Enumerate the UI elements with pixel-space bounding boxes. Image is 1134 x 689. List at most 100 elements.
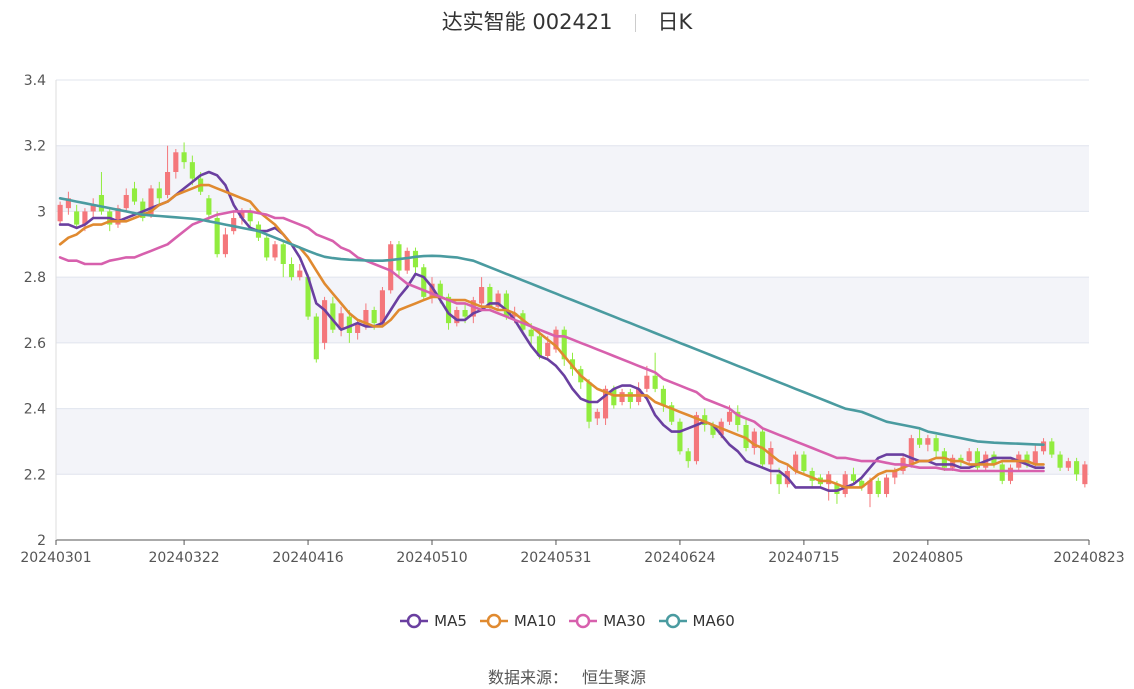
candle-body — [264, 237, 270, 258]
candle-body — [776, 474, 782, 485]
candle-body — [702, 415, 708, 425]
candle-body — [1082, 464, 1088, 485]
candle-body — [148, 188, 154, 215]
candle-body — [958, 457, 964, 462]
candle-body — [82, 211, 88, 225]
candle-body — [834, 484, 840, 494]
candle-body — [660, 388, 666, 406]
candle-body — [602, 388, 609, 419]
candle-body — [1032, 451, 1038, 465]
candle-body — [239, 211, 245, 218]
candle-body — [355, 323, 361, 333]
candle-body — [1065, 461, 1071, 468]
candle-body — [429, 283, 435, 297]
candle-body — [677, 421, 683, 452]
candle-body — [338, 313, 344, 330]
candle-body — [297, 270, 303, 278]
candle-body — [1049, 441, 1055, 455]
x-tick-label: 20240715 — [768, 550, 839, 566]
x-tick-label: 20240301 — [20, 550, 91, 566]
candle-body — [305, 277, 311, 317]
candle-body — [867, 480, 873, 494]
candle-body — [917, 438, 923, 445]
candle-body — [743, 425, 749, 448]
candle-body — [371, 310, 377, 324]
candle-body — [231, 218, 237, 232]
x-tick-label: 20240531 — [520, 550, 591, 566]
candle-body — [98, 195, 105, 212]
candle-body — [288, 264, 295, 278]
y-tick-label: 2 — [37, 533, 46, 549]
chart-period: 日K — [657, 10, 693, 34]
candle-body — [495, 293, 501, 307]
candle-body — [925, 438, 931, 445]
candle-body — [322, 300, 328, 343]
candle-body — [346, 316, 352, 333]
grid-band — [56, 145, 1089, 212]
chart-header: 达实智能 002421 日K — [0, 6, 1134, 36]
candle-body — [445, 296, 452, 324]
legend-item-ma5[interactable]: MA5 — [399, 612, 467, 630]
candle-body — [941, 451, 947, 468]
candle-body — [685, 451, 691, 462]
y-tick-label: 3.2 — [24, 139, 46, 155]
candle-body — [57, 204, 63, 222]
candle-body — [181, 152, 187, 163]
chart-title: 达实智能 002421 — [441, 10, 613, 34]
candle-body — [156, 188, 162, 199]
candle-body — [859, 480, 865, 488]
candle-body — [892, 471, 898, 478]
candle-body — [1040, 441, 1047, 452]
candle-body — [611, 388, 617, 406]
candle-body — [247, 211, 253, 222]
candle-body — [710, 425, 716, 435]
candle-body — [693, 415, 700, 462]
candle-body — [470, 300, 476, 317]
candle-body — [735, 411, 741, 425]
series-line-ma30 — [58, 210, 1045, 473]
candle-body — [751, 431, 757, 448]
candle-body — [90, 204, 96, 212]
candle-body — [330, 303, 336, 330]
candle-body — [280, 244, 286, 264]
candle-body — [421, 267, 427, 297]
legend-marker-icon — [569, 613, 598, 629]
candle-body — [627, 392, 633, 402]
x-tick-label: 20240805 — [892, 550, 963, 566]
legend-item-ma10[interactable]: MA10 — [479, 612, 556, 630]
y-tick-label: 2.2 — [24, 467, 46, 483]
candle-body — [140, 201, 146, 218]
candle-body — [561, 329, 567, 360]
candle-body — [991, 454, 997, 465]
x-tick-label: 20240510 — [396, 550, 467, 566]
legend-item-ma30[interactable]: MA30 — [568, 612, 646, 630]
candle-body — [74, 211, 80, 225]
candle-body — [65, 198, 71, 209]
legend-item-ma60[interactable]: MA60 — [658, 612, 735, 630]
candle-body — [826, 474, 832, 485]
candle-body — [412, 250, 419, 268]
candle-body — [173, 152, 179, 172]
candle-body — [801, 454, 807, 471]
candle-body — [396, 244, 402, 271]
candle-body — [644, 375, 650, 389]
candle-body — [619, 392, 625, 402]
candle-body — [536, 336, 543, 356]
legend-label: MA5 — [434, 612, 467, 630]
y-tick-label: 3.4 — [24, 73, 46, 89]
y-tick-label: 2.8 — [24, 270, 46, 286]
candle-body — [363, 310, 369, 327]
source-label: 数据来源： — [487, 668, 568, 687]
series-line-ma5 — [58, 170, 1045, 493]
candle-body — [1024, 454, 1030, 465]
title-separator — [634, 14, 636, 32]
candle-body — [950, 457, 956, 468]
candle-body — [875, 480, 881, 494]
candle-body — [165, 172, 171, 195]
y-tick-label: 2.4 — [24, 402, 46, 418]
candle-body — [189, 162, 195, 179]
candle-body — [214, 218, 220, 255]
candle-body — [669, 405, 675, 422]
candle-body — [966, 451, 972, 462]
candle-body — [974, 451, 980, 468]
